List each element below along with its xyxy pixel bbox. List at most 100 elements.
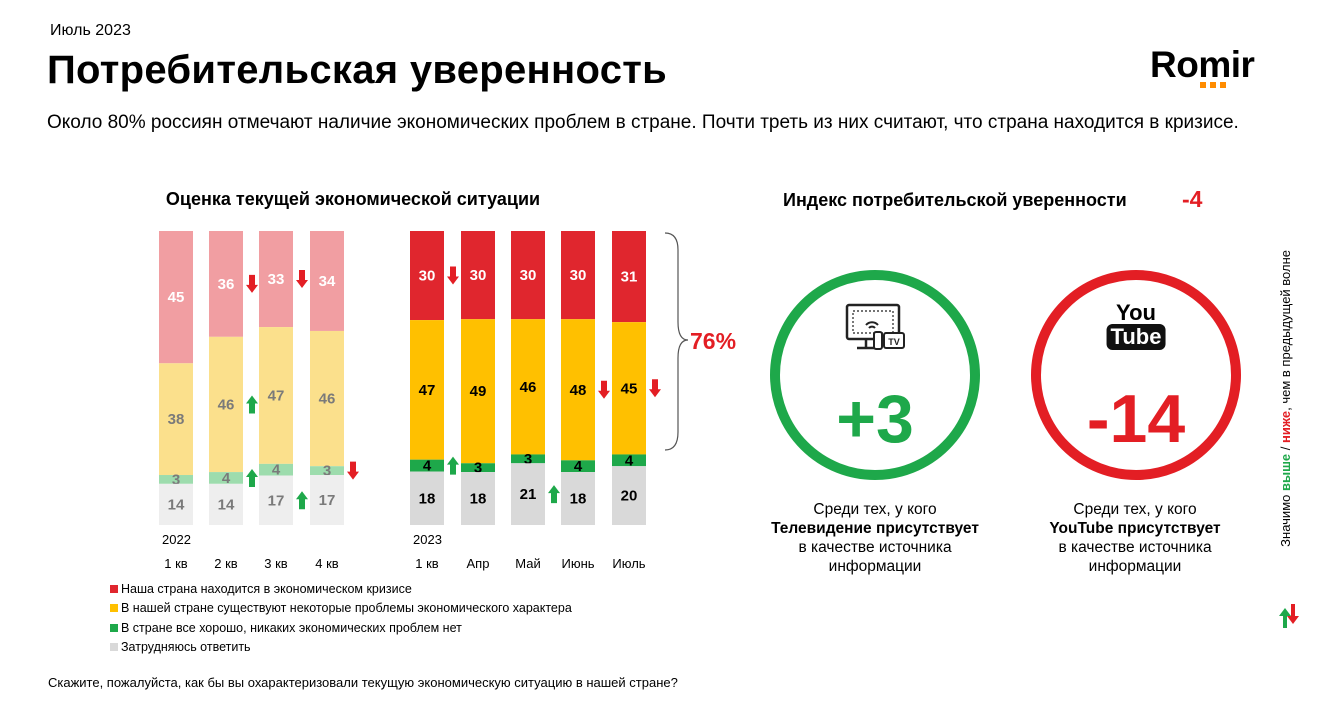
bar-segment bbox=[612, 231, 646, 323]
data-label: 4 bbox=[222, 470, 231, 487]
bar-segment bbox=[410, 320, 444, 460]
data-label: 17 bbox=[268, 492, 285, 509]
bar-segment bbox=[612, 322, 646, 455]
data-label: 48 bbox=[570, 382, 587, 399]
up-arrow-icon bbox=[246, 395, 258, 414]
data-label: 45 bbox=[168, 289, 185, 306]
bracket-brace bbox=[664, 232, 689, 451]
data-label: 30 bbox=[570, 267, 587, 284]
bar-segment bbox=[159, 231, 193, 364]
bar-segment bbox=[561, 319, 595, 461]
up-arrow-icon bbox=[548, 485, 560, 504]
legend-dont-know: Затрудняюсь ответить bbox=[110, 640, 251, 654]
bar-segment bbox=[461, 463, 495, 473]
youtube-icon: You Tube bbox=[1106, 300, 1166, 350]
survey-question: Скажите, пожалуйста, как бы вы охарактер… bbox=[48, 675, 678, 690]
data-label: 14 bbox=[168, 496, 185, 513]
data-label: 17 bbox=[319, 492, 336, 509]
tv-caption-line: Среди тех, у кого bbox=[813, 501, 937, 518]
data-label: 3 bbox=[524, 451, 532, 468]
year-label: 2022 bbox=[162, 532, 191, 547]
data-label: 46 bbox=[218, 396, 235, 413]
bar-segment bbox=[410, 471, 444, 525]
bar-segment bbox=[461, 472, 495, 525]
bar-segment bbox=[259, 475, 293, 525]
up-arrow-icon bbox=[296, 491, 308, 510]
youtube-caption-bold: YouTube присутствует bbox=[1049, 520, 1221, 537]
data-label: 34 bbox=[319, 273, 336, 290]
bar-segment bbox=[612, 466, 646, 525]
bar-segment bbox=[612, 454, 646, 467]
tv-index-circle: TV +3 bbox=[770, 270, 980, 480]
note-part: Значимо bbox=[1278, 491, 1293, 547]
youtube-caption: Среди тех, у кого YouTube присутствует в… bbox=[1015, 500, 1255, 576]
bar-segment bbox=[310, 466, 344, 476]
data-label: 18 bbox=[470, 491, 487, 508]
page-subtitle: Около 80% россиян отмечают наличие эконо… bbox=[47, 112, 1239, 133]
data-label: 45 bbox=[621, 380, 638, 397]
tv-index-value: +3 bbox=[836, 381, 914, 457]
bar-segment bbox=[461, 231, 495, 320]
category-label: 1 кв bbox=[415, 556, 439, 571]
bar-segment bbox=[259, 231, 293, 328]
bar-segment bbox=[410, 231, 444, 321]
bar-segment bbox=[159, 475, 193, 484]
significance-arrows-icon bbox=[1279, 604, 1299, 628]
category-label: 3 кв bbox=[264, 556, 288, 571]
legend-label: Затрудняюсь ответить bbox=[121, 640, 251, 654]
data-label: 47 bbox=[419, 382, 436, 399]
tv-caption: Среди тех, у кого Телевидение присутству… bbox=[755, 500, 995, 576]
tv-caption-line: в качестве источника bbox=[798, 539, 952, 556]
legend-swatch bbox=[110, 585, 118, 593]
stacked-bar-chart: 4538314364641433474173446317304741830493… bbox=[159, 231, 736, 571]
youtube-caption-line: информации bbox=[1088, 558, 1182, 575]
legend-swatch bbox=[110, 604, 118, 612]
bar-segment bbox=[209, 231, 243, 337]
down-arrow-icon bbox=[296, 270, 308, 289]
bar-segment bbox=[511, 454, 545, 464]
bar-segment bbox=[511, 463, 545, 525]
data-label: 3 bbox=[323, 463, 331, 480]
bar-segment bbox=[209, 336, 243, 473]
bar-segment bbox=[561, 472, 595, 525]
youtube-caption-line: в качестве источника bbox=[1058, 539, 1212, 556]
legend-swatch bbox=[110, 643, 118, 651]
note-higher: выше bbox=[1278, 453, 1293, 492]
data-label: 14 bbox=[218, 496, 235, 513]
down-arrow-icon bbox=[649, 379, 661, 398]
bar-segment bbox=[461, 319, 495, 464]
bar-segment bbox=[310, 231, 344, 331]
tv-icon-label: TV bbox=[888, 337, 900, 347]
bar-segment bbox=[209, 483, 243, 525]
data-label: 49 bbox=[470, 383, 487, 400]
category-label: 2 кв bbox=[214, 556, 238, 571]
report-date: Июль 2023 bbox=[50, 22, 131, 39]
bar-segment bbox=[310, 330, 344, 467]
data-label: 36 bbox=[218, 276, 235, 293]
chart-title: Оценка текущей экономической ситуации bbox=[165, 189, 541, 209]
tv-icon: TV bbox=[845, 303, 905, 350]
bar-segment bbox=[561, 231, 595, 320]
page-title: Потребительская уверенность bbox=[47, 48, 668, 92]
bar-segment bbox=[159, 483, 193, 525]
legend-swatch bbox=[110, 624, 118, 632]
down-arrow-icon bbox=[447, 266, 459, 285]
data-label: 30 bbox=[470, 267, 487, 284]
data-label: 38 bbox=[168, 411, 185, 428]
data-label: 20 bbox=[621, 488, 638, 505]
legend-label: В нашей стране существуют некоторые проб… bbox=[121, 601, 572, 615]
youtube-icon-top: You bbox=[1116, 300, 1156, 325]
tv-caption-bold: Телевидение присутствует bbox=[771, 520, 979, 537]
down-arrow-icon bbox=[347, 461, 359, 480]
bar-segment bbox=[310, 475, 344, 525]
logo-dots bbox=[1200, 82, 1226, 88]
bar-segment bbox=[159, 363, 193, 476]
legend-label: В стране все хорошо, никаких экономическ… bbox=[121, 621, 462, 635]
up-arrow-icon bbox=[246, 468, 258, 487]
tv-caption-line: информации bbox=[828, 558, 922, 575]
index-value: -4 bbox=[1182, 186, 1203, 212]
category-label: Июль bbox=[612, 556, 645, 571]
significance-note: Значимо выше / ниже, чем в предыдущей во… bbox=[1275, 250, 1303, 630]
data-label: 33 bbox=[268, 271, 285, 288]
significance-text: Значимо выше / ниже, чем в предыдущей во… bbox=[1278, 250, 1302, 630]
